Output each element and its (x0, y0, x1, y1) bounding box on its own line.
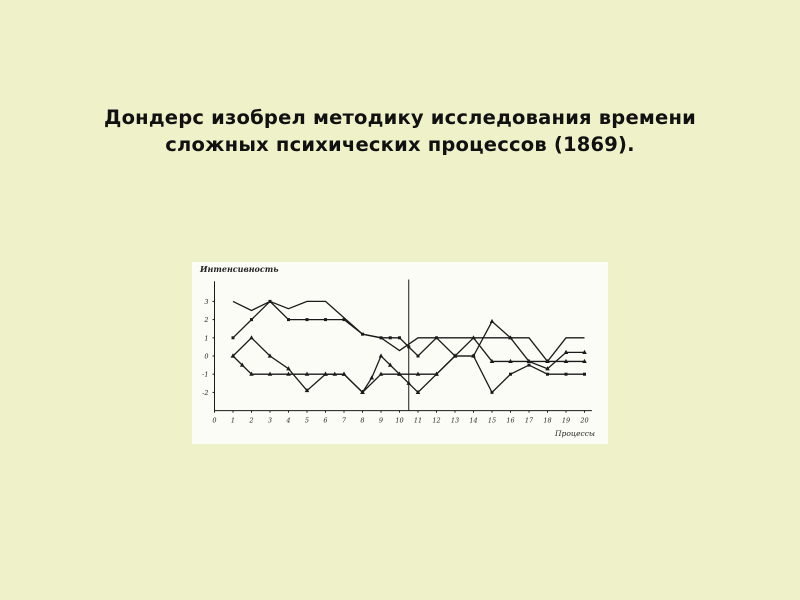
data-point-triangle (304, 387, 310, 393)
slide-title-line-2: сложных психических процессов (1869). (165, 133, 635, 156)
y-tick-label: 1 (204, 334, 208, 342)
data-point-triangle (230, 353, 236, 358)
y-tick-label: -1 (202, 371, 208, 379)
data-point-triangle (471, 335, 476, 340)
data-point-triangle (434, 371, 439, 376)
data-point-triangle (508, 358, 513, 364)
x-tick-label: 17 (525, 417, 534, 425)
y-tick-label: 2 (203, 316, 208, 324)
data-point-square (231, 336, 235, 340)
data-point-square (583, 372, 586, 376)
data-point-triangle (239, 362, 245, 367)
data-point-triangle (378, 353, 384, 358)
data-point-triangle (369, 375, 375, 380)
data-point-square (361, 332, 364, 336)
data-point-triangle (508, 335, 513, 340)
x-tick-label: 15 (488, 417, 496, 425)
data-point-triangle (489, 318, 495, 324)
data-point-square (490, 390, 494, 394)
x-tick-label: 19 (562, 417, 570, 425)
x-tick-label: 16 (506, 417, 514, 425)
data-point-triangle (397, 371, 402, 376)
data-point-triangle (415, 389, 421, 394)
x-tick-label: 4 (285, 417, 290, 425)
x-tick-label: 20 (579, 417, 588, 425)
data-point-square (398, 336, 401, 340)
data-point-triangle (323, 371, 328, 376)
data-point-square (435, 336, 438, 340)
data-point-square (546, 372, 549, 376)
x-tick-label: 3 (268, 417, 272, 425)
x-tick-label: 11 (414, 417, 422, 425)
series-line-2 (232, 300, 585, 394)
data-point-triangle (545, 366, 550, 371)
data-point-square (416, 354, 420, 358)
data-point-triangle (526, 358, 532, 364)
data-point-square (527, 363, 531, 367)
data-point-triangle (582, 358, 587, 364)
slide-title-line-1: Дондерс изобрел методику исследования вр… (104, 106, 696, 129)
x-tick-label: 5 (305, 417, 309, 425)
x-tick-label: 10 (395, 417, 403, 425)
data-point-triangle (563, 358, 569, 364)
data-point-triangle (378, 371, 384, 376)
x-tick-label: 9 (379, 417, 383, 425)
data-point-triangle (341, 371, 347, 376)
x-tick-label: 8 (360, 417, 364, 425)
x-tick-label: 2 (248, 417, 253, 425)
data-point-square (250, 318, 253, 322)
data-point-square (287, 318, 290, 322)
data-point-triangle (406, 380, 412, 385)
y-tick-label: -2 (202, 389, 208, 397)
x-tick-label: 18 (543, 417, 551, 425)
data-point-triangle (304, 371, 310, 376)
x-axis-label: Процессы (554, 429, 595, 438)
x-tick-label: 14 (469, 417, 477, 425)
data-point-triangle (471, 353, 476, 358)
x-tick-label: 1 (231, 417, 235, 425)
y-tick-label: 0 (204, 353, 208, 361)
data-point-triangle (452, 353, 458, 358)
chart-figure: Интенсивность Процессы 0 1 2 3 4 5 6 7 8 9 10 11 12 1… (192, 262, 608, 444)
data-point-square (268, 299, 272, 303)
data-point-square (407, 345, 411, 349)
x-tick-label: 6 (323, 417, 327, 425)
data-point-triangle (360, 389, 365, 394)
data-point-square (324, 318, 327, 322)
data-point-square (388, 336, 392, 340)
data-point-square (342, 318, 346, 322)
data-point-triangle (267, 353, 273, 358)
data-point-triangle (387, 362, 393, 367)
data-point-triangle (489, 358, 495, 364)
data-point-triangle (545, 358, 550, 364)
y-axis-label: Интенсивность (199, 264, 279, 274)
data-point-square (305, 318, 309, 322)
slide-title: Дондерс изобрел методику исследования вр… (0, 104, 800, 158)
data-point-square (564, 372, 568, 376)
data-point-triangle (249, 335, 254, 340)
data-point-square (509, 372, 512, 376)
y-tick-label: 3 (204, 298, 208, 306)
data-point-triangle (267, 371, 273, 376)
series-line-4 (232, 320, 585, 394)
x-tick-label: 0 (212, 417, 216, 425)
data-point-triangle (582, 349, 587, 354)
data-point-triangle (286, 371, 291, 376)
x-tick-label: 7 (342, 417, 347, 425)
data-point-triangle (563, 349, 569, 354)
data-point-triangle (286, 366, 291, 371)
data-point-square (379, 336, 383, 340)
data-point-triangle (415, 371, 421, 376)
data-point-triangle (249, 371, 254, 376)
x-tick-label: 12 (432, 417, 440, 425)
x-tick-label: 13 (451, 417, 459, 425)
line-chart: Интенсивность Процессы 0 1 2 3 4 5 6 7 8 9 10 11 12 1… (199, 264, 595, 438)
